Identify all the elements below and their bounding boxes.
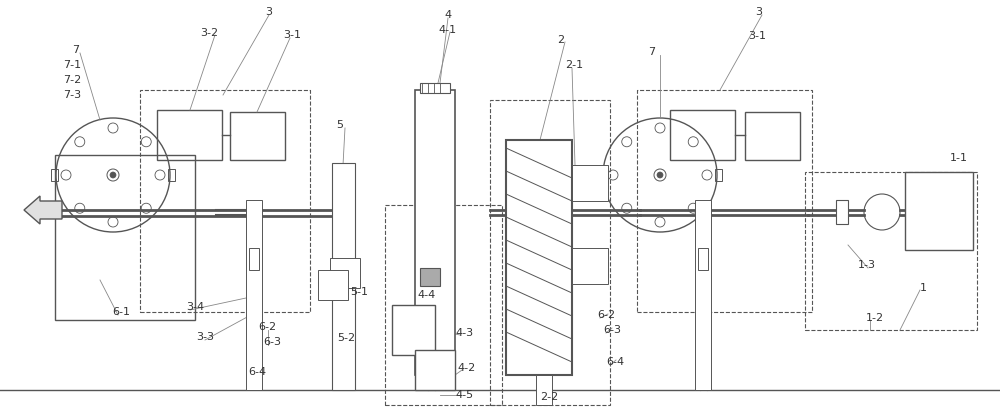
Circle shape xyxy=(110,172,116,178)
Bar xyxy=(330,258,360,288)
Bar xyxy=(698,248,708,270)
Bar xyxy=(536,375,552,405)
Text: 3-1: 3-1 xyxy=(283,30,301,40)
Text: 6-2: 6-2 xyxy=(597,310,615,320)
Bar xyxy=(415,350,455,390)
Text: 2: 2 xyxy=(557,35,564,45)
Text: 2-2: 2-2 xyxy=(540,392,558,402)
Text: 7-3: 7-3 xyxy=(63,90,81,100)
Text: 6-4: 6-4 xyxy=(606,357,624,367)
Text: 3-1: 3-1 xyxy=(748,31,766,41)
Text: 3: 3 xyxy=(755,7,762,17)
Bar xyxy=(51,169,58,181)
Text: 1-1: 1-1 xyxy=(950,153,968,163)
Bar xyxy=(420,83,450,93)
Bar xyxy=(490,100,610,405)
Bar xyxy=(55,155,195,320)
Text: 4-4: 4-4 xyxy=(417,290,435,300)
Bar xyxy=(140,90,310,312)
Bar xyxy=(415,90,455,375)
Text: 4-5: 4-5 xyxy=(455,390,473,400)
Text: 4: 4 xyxy=(444,10,451,20)
Text: 5-2: 5-2 xyxy=(337,333,355,343)
Text: 5: 5 xyxy=(336,120,343,130)
Text: 1-3: 1-3 xyxy=(858,260,876,270)
Bar xyxy=(572,165,608,201)
Bar xyxy=(670,110,735,160)
Bar xyxy=(506,140,572,375)
Text: 7: 7 xyxy=(72,45,79,55)
Bar xyxy=(637,90,812,312)
Bar xyxy=(745,112,800,160)
Bar xyxy=(905,172,973,250)
Bar xyxy=(168,169,175,181)
Bar xyxy=(249,248,259,270)
Circle shape xyxy=(657,172,663,178)
Text: 3-4: 3-4 xyxy=(186,302,204,312)
Bar xyxy=(332,163,355,390)
Bar xyxy=(715,169,722,181)
Text: 7-2: 7-2 xyxy=(63,75,81,85)
Bar xyxy=(230,112,285,160)
Text: 1-2: 1-2 xyxy=(866,313,884,323)
Text: 6-2: 6-2 xyxy=(258,322,276,332)
Text: 3-3: 3-3 xyxy=(196,332,214,342)
Bar xyxy=(385,205,502,405)
Text: 1: 1 xyxy=(920,283,927,293)
Bar xyxy=(572,248,608,284)
Bar xyxy=(598,169,605,181)
Bar xyxy=(420,268,440,286)
Bar xyxy=(318,270,348,300)
Text: 3: 3 xyxy=(265,7,272,17)
Text: 5-1: 5-1 xyxy=(350,287,368,297)
Bar xyxy=(157,110,222,160)
Bar xyxy=(392,305,435,355)
Text: 2-1: 2-1 xyxy=(565,60,583,70)
Bar xyxy=(836,200,848,224)
Text: 4-3: 4-3 xyxy=(455,328,473,338)
Text: 7-1: 7-1 xyxy=(63,60,81,70)
Text: 6-3: 6-3 xyxy=(263,337,281,347)
Text: 6-4: 6-4 xyxy=(248,367,266,377)
Bar xyxy=(246,200,262,390)
FancyArrow shape xyxy=(24,196,62,224)
Text: 4-2: 4-2 xyxy=(457,363,475,373)
Text: 6-1: 6-1 xyxy=(112,307,130,317)
Text: 6-3: 6-3 xyxy=(603,325,621,335)
Text: 3-2: 3-2 xyxy=(200,28,218,38)
Text: 7: 7 xyxy=(648,47,655,57)
Bar xyxy=(805,172,977,330)
Text: 4-1: 4-1 xyxy=(438,25,456,35)
Bar xyxy=(695,200,711,390)
